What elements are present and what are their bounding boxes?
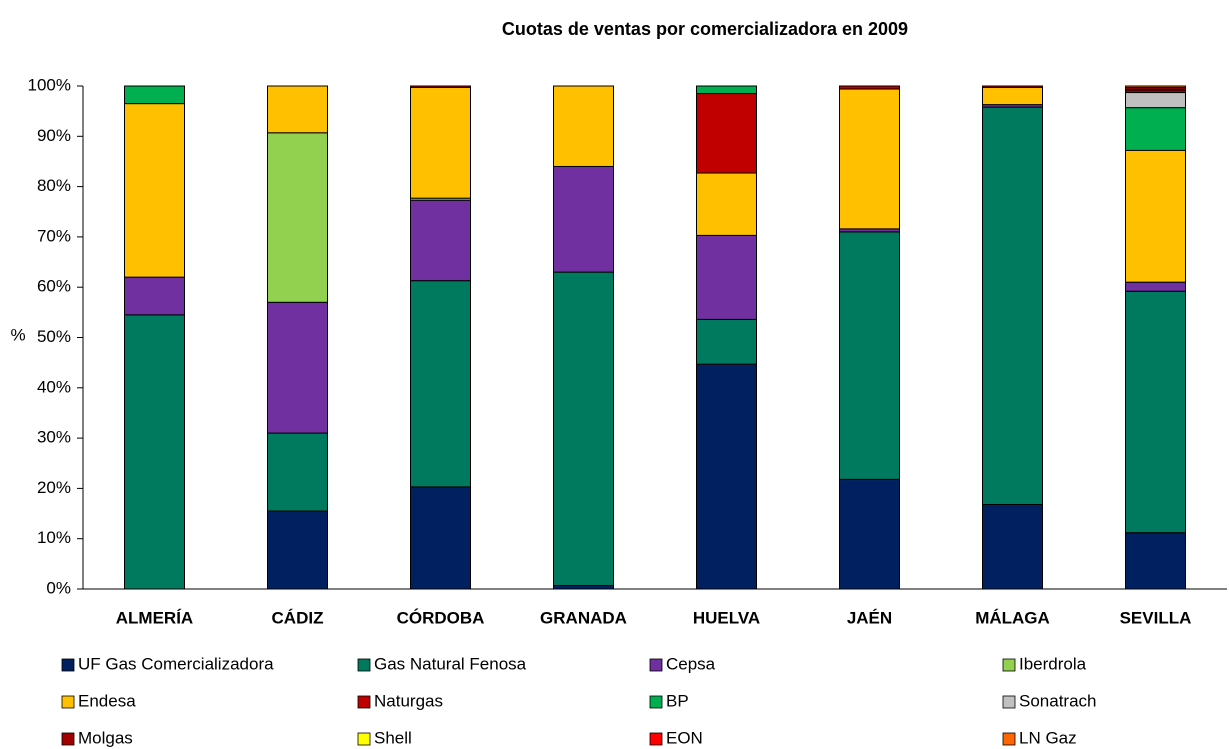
y-tick-label: 10% (37, 528, 71, 547)
x-tick-label: CÁDIZ (272, 608, 324, 627)
y-tick-label: 20% (37, 478, 71, 497)
legend-swatch (357, 732, 371, 746)
bar-segment (410, 486, 471, 590)
bar-segment (124, 103, 185, 278)
x-tick-label: JAÉN (847, 608, 892, 627)
bar-segment (553, 165, 614, 273)
bar-segment (124, 85, 185, 105)
bar-segment (553, 271, 614, 586)
bar-segment (696, 234, 757, 320)
y-tick-label: 0% (46, 578, 71, 597)
y-axis-label: % (10, 325, 25, 344)
legend-swatch (61, 695, 75, 709)
legend-swatch (61, 658, 75, 672)
legend-label: Naturgas (374, 691, 443, 710)
x-tick-label: MÁLAGA (975, 608, 1050, 627)
bar-segment (696, 172, 757, 236)
legend-label: UF Gas Comercializadora (78, 654, 274, 673)
bar-segment (696, 85, 757, 95)
y-tick-label: 90% (37, 126, 71, 145)
legend-label: EON (666, 728, 703, 747)
bar-segment (696, 93, 757, 174)
bar-segment (553, 85, 614, 167)
legend-label: Endesa (78, 691, 136, 710)
x-tick-label: CÓRDOBA (397, 608, 485, 627)
bar-segment (1125, 281, 1186, 292)
y-tick-label: 40% (37, 377, 71, 396)
bar-segment (839, 478, 900, 590)
bar-segment (267, 301, 328, 434)
legend-label: Cepsa (666, 654, 716, 673)
x-tick-label: HUELVA (693, 608, 760, 627)
bar-segment (267, 132, 328, 303)
legend-swatch (1002, 732, 1016, 746)
legend-label: Gas Natural Fenosa (374, 654, 527, 673)
bar-segment (839, 85, 900, 90)
bar-segment (982, 503, 1043, 590)
legend-swatch (357, 658, 371, 672)
y-tick-label: 60% (37, 277, 71, 296)
bar-segment (124, 314, 185, 590)
legend-swatch (1002, 695, 1016, 709)
bar-segment (839, 88, 900, 230)
bar-segment (839, 231, 900, 480)
legend-swatch (61, 732, 75, 746)
legend-swatch (649, 658, 663, 672)
bar-segment (982, 87, 1043, 106)
legend-label: Sonatrach (1019, 691, 1097, 710)
legend-swatch (357, 695, 371, 709)
y-tick-label: 70% (37, 226, 71, 245)
bar-segment (124, 276, 185, 316)
x-tick-label: ALMERÍA (116, 608, 193, 627)
bar-segment (410, 199, 471, 282)
bar-segment (982, 106, 1043, 505)
legend-swatch (649, 732, 663, 746)
legend-label: Iberdrola (1019, 654, 1087, 673)
bar-segment (553, 584, 614, 590)
bar-segment (982, 85, 1043, 89)
bar-segment (1125, 290, 1186, 534)
legend-label: LN Gaz (1019, 728, 1077, 747)
legend-label: Shell (374, 728, 412, 747)
x-tick-label: SEVILLA (1120, 608, 1192, 627)
bar-segment (410, 280, 471, 488)
bar-segment (696, 318, 757, 365)
bar-segment (267, 432, 328, 512)
legend-label: Molgas (78, 728, 133, 747)
x-tick-label: GRANADA (540, 608, 627, 627)
bar-segment (410, 87, 471, 199)
legend-swatch (1002, 658, 1016, 672)
y-tick-label: 50% (37, 327, 71, 346)
bar-segment (1125, 92, 1186, 109)
legend-swatch (649, 695, 663, 709)
y-tick-label: 100% (28, 75, 71, 94)
bar-segment (267, 85, 328, 134)
bar-segment (267, 510, 328, 590)
legend-label: BP (666, 691, 689, 710)
bar-segment (1125, 85, 1186, 89)
bar-segment (1125, 149, 1186, 283)
chart-title: Cuotas de ventas por comercializadora en… (502, 19, 908, 39)
y-tick-label: 30% (37, 428, 71, 447)
bar-segment (410, 85, 471, 89)
bar-segment (1125, 107, 1186, 151)
bar-segment (696, 363, 757, 590)
bar-segment (1125, 532, 1186, 590)
y-tick-label: 80% (37, 176, 71, 195)
